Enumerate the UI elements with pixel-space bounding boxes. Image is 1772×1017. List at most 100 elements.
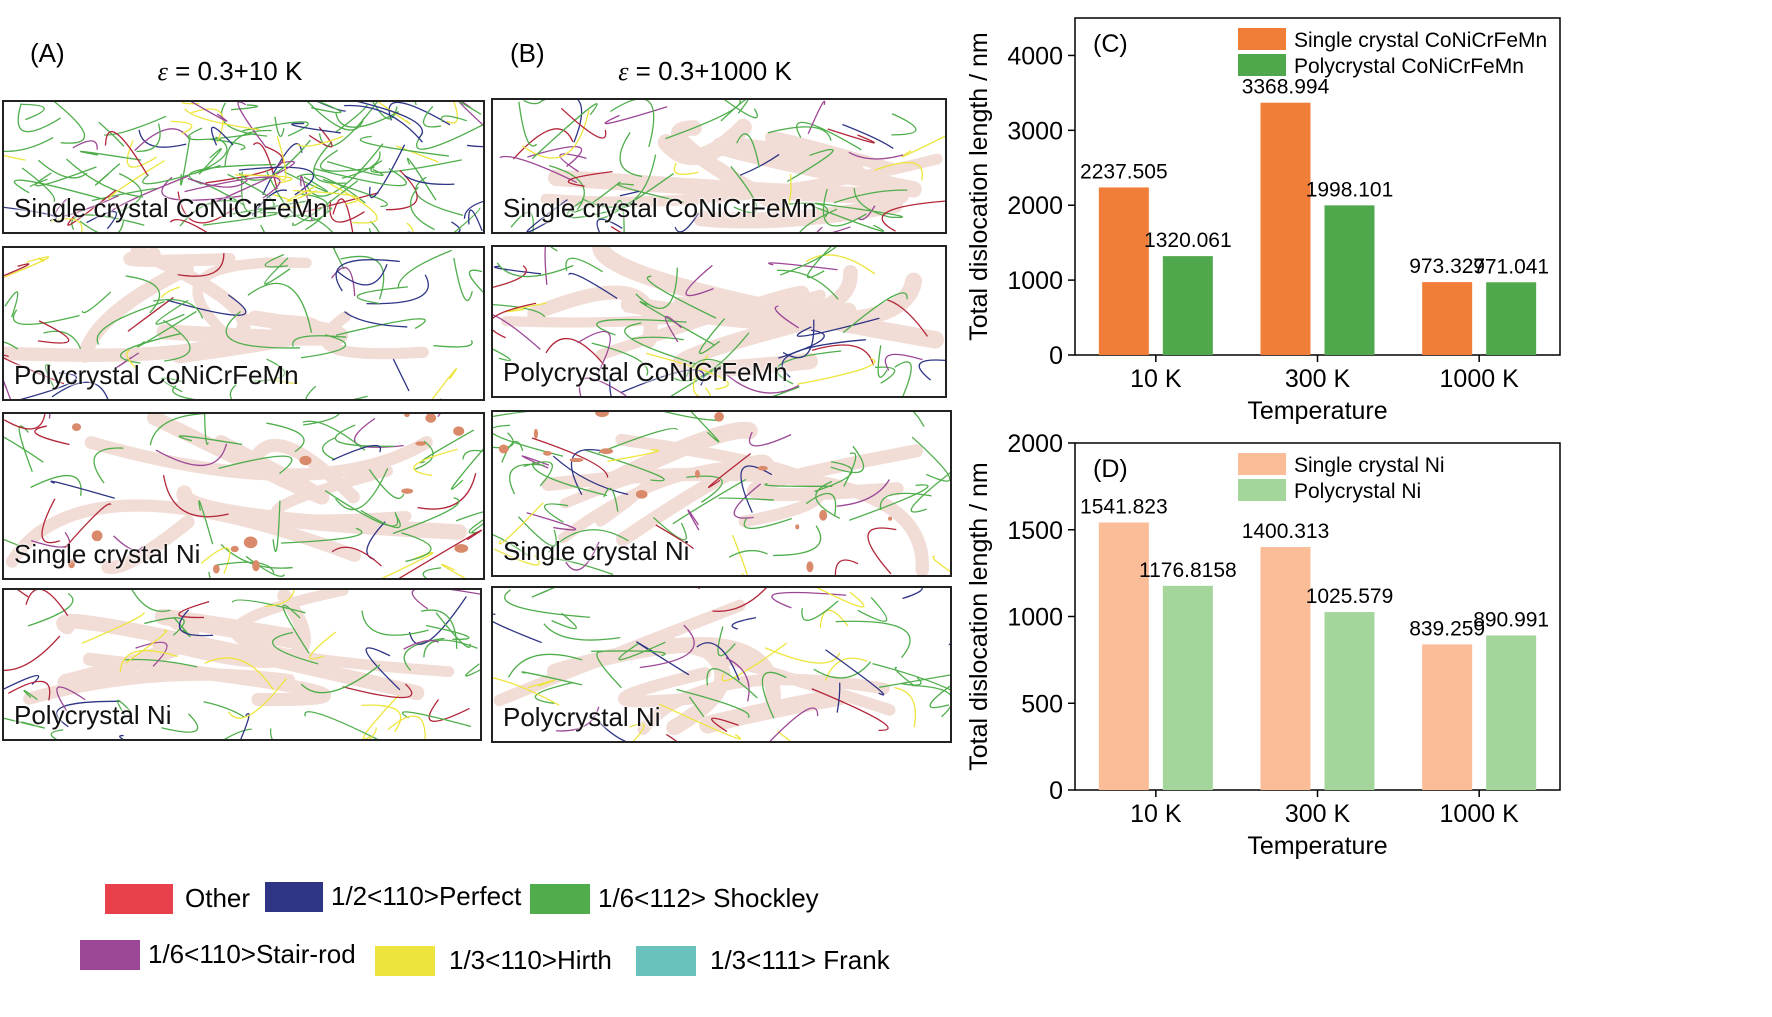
y-tick-label: 1000 bbox=[1007, 267, 1063, 295]
legend-label: 1/2<110>Perfect bbox=[331, 881, 522, 911]
legend-entry: Polycrystal Ni bbox=[1294, 480, 1421, 503]
x-tick-label: 300 K bbox=[1285, 800, 1351, 828]
legend-entry: Single crystal CoNiCrFeMn bbox=[1294, 29, 1547, 52]
bar bbox=[1324, 612, 1375, 790]
x-axis-label: Temperature bbox=[1247, 397, 1387, 425]
panel-a-title-text: = 0.3+10 K bbox=[167, 56, 303, 86]
legend-swatch bbox=[1238, 28, 1286, 50]
legend-item-frank: 1/3<111> Frank bbox=[636, 945, 890, 976]
y-tick-label: 2000 bbox=[1007, 430, 1063, 458]
snapshot-label: Single crystal CoNiCrFeMn bbox=[503, 193, 817, 223]
chart-panel-label: (C) bbox=[1093, 30, 1128, 58]
legend-swatch bbox=[1238, 453, 1286, 475]
legend-swatch bbox=[375, 945, 435, 976]
chart-panel-label: (D) bbox=[1093, 455, 1128, 483]
panel-a-title-symbol: ε bbox=[157, 57, 168, 86]
x-tick-label: 1000 K bbox=[1440, 800, 1520, 828]
snapshot-label: Polycrystal CoNiCrFeMn bbox=[14, 360, 299, 390]
snapshot-label: Polycrystal Ni bbox=[503, 702, 661, 732]
legend-label: 1/6<112> Shockley bbox=[598, 883, 819, 913]
dislocation-texture bbox=[493, 588, 950, 741]
bar-value-label: 1176.8158 bbox=[1139, 559, 1237, 582]
snapshot-b-single-crystal-conicrfemn: Single crystal CoNiCrFeMn bbox=[491, 98, 947, 234]
snapshot-label: Single crystal CoNiCrFeMn bbox=[14, 193, 328, 223]
bar-value-label: 973.327 bbox=[1409, 255, 1485, 278]
bar-value-label: 1320.061 bbox=[1144, 229, 1232, 252]
bar bbox=[1098, 522, 1149, 790]
legend-label: 1/3<110>Hirth bbox=[449, 945, 612, 975]
y-tick-label: 500 bbox=[1021, 690, 1063, 718]
snapshot-label: Single crystal Ni bbox=[503, 536, 690, 566]
dislocation-texture bbox=[493, 247, 945, 396]
legend-item-hirth: 1/3<110>Hirth bbox=[375, 945, 612, 976]
x-tick-label: 1000 K bbox=[1440, 365, 1520, 393]
legend-entry: Polycrystal CoNiCrFeMn bbox=[1294, 55, 1524, 78]
legend-swatch bbox=[105, 883, 173, 914]
y-axis-label: Total dislocation length / nm bbox=[965, 462, 993, 771]
snapshot-label: Polycrystal Ni bbox=[14, 700, 172, 730]
x-tick-label: 10 K bbox=[1130, 800, 1182, 828]
bar-value-label: 1400.313 bbox=[1242, 520, 1330, 543]
snapshot-label: Single crystal Ni bbox=[14, 539, 201, 569]
bar bbox=[1422, 644, 1473, 790]
legend-swatch bbox=[1238, 54, 1286, 76]
legend-label: 1/6<110>Stair-rod bbox=[148, 939, 356, 969]
bar bbox=[1260, 547, 1311, 790]
bar-value-label: 2237.505 bbox=[1080, 160, 1168, 183]
legend-item-perfect: 1/2<110>Perfect bbox=[265, 881, 521, 912]
panel-a-label: (A) bbox=[30, 38, 65, 68]
bar bbox=[1422, 282, 1473, 355]
y-tick-label: 0 bbox=[1049, 777, 1063, 805]
snapshot-b-polycrystal-conicrfemn: Polycrystal CoNiCrFeMn bbox=[491, 245, 947, 398]
bar-value-label: 3368.994 bbox=[1242, 76, 1330, 99]
bar bbox=[1162, 256, 1213, 355]
bar-value-label: 839.259 bbox=[1409, 617, 1485, 640]
legend-swatch bbox=[530, 883, 590, 914]
snapshot-b-polycrystal-ni: Polycrystal Ni bbox=[491, 586, 952, 743]
x-tick-label: 300 K bbox=[1285, 365, 1351, 393]
dislocation-texture bbox=[4, 414, 483, 578]
y-axis-label: Total dislocation length / nm bbox=[965, 32, 993, 341]
bar bbox=[1162, 585, 1213, 790]
bar bbox=[1324, 205, 1375, 355]
bar bbox=[1260, 102, 1311, 355]
bar-value-label: 1025.579 bbox=[1306, 585, 1394, 608]
legend-item-stair-rod: 1/6<110>Stair-rod bbox=[80, 939, 356, 970]
chart-d: 0 500 1000 1500 2000 Total dislocation length… bbox=[965, 430, 1561, 860]
dislocation-texture bbox=[4, 248, 483, 399]
legend-item-other: Other bbox=[105, 883, 250, 914]
bar bbox=[1486, 282, 1537, 355]
legend-item-shockley: 1/6<112> Shockley bbox=[530, 883, 819, 914]
x-axis-label: Temperature bbox=[1247, 832, 1387, 860]
snapshot-a-polycrystal-ni: Polycrystal Ni bbox=[2, 588, 482, 741]
y-tick-label: 3000 bbox=[1007, 117, 1063, 145]
dislocation-texture bbox=[499, 100, 945, 232]
snapshot-label: Polycrystal CoNiCrFeMn bbox=[503, 357, 788, 387]
panel-a-title: ε = 0.3+10 K bbox=[80, 56, 380, 87]
legend-entry: Single crystal Ni bbox=[1294, 454, 1445, 477]
panel-b-title: ε = 0.3+1000 K bbox=[555, 56, 855, 87]
snapshot-b-single-crystal-ni: Single crystal Ni bbox=[491, 410, 952, 577]
x-tick-label: 10 K bbox=[1130, 365, 1182, 393]
bar-value-label: 890.991 bbox=[1473, 608, 1549, 631]
bar bbox=[1486, 635, 1537, 790]
bar-value-label: 971.041 bbox=[1473, 255, 1549, 278]
y-tick-label: 4000 bbox=[1007, 42, 1063, 70]
bar-value-label: 1998.101 bbox=[1306, 178, 1394, 201]
legend-swatch bbox=[265, 881, 323, 912]
legend-swatch bbox=[1238, 479, 1286, 501]
panel-b-title-text: = 0.3+1000 K bbox=[628, 56, 792, 86]
snapshot-a-single-crystal-conicrfemn: Single crystal CoNiCrFeMn bbox=[2, 100, 485, 234]
dislocation-texture bbox=[4, 590, 480, 739]
y-tick-label: 2000 bbox=[1007, 192, 1063, 220]
panel-b-label: (B) bbox=[510, 38, 545, 68]
panel-b-title-symbol: ε bbox=[618, 57, 629, 86]
bar bbox=[1098, 187, 1149, 355]
dislocation-texture bbox=[493, 412, 950, 575]
snapshot-a-polycrystal-conicrfemn: Polycrystal CoNiCrFeMn bbox=[2, 246, 485, 401]
legend-swatch bbox=[636, 945, 696, 976]
legend-swatch bbox=[80, 939, 140, 970]
chart-c: 0 1000 2000 3000 4000 Total dislocation lengt… bbox=[965, 17, 1561, 425]
legend-label: 1/3<111> Frank bbox=[710, 945, 890, 975]
y-tick-label: 1500 bbox=[1007, 517, 1063, 545]
